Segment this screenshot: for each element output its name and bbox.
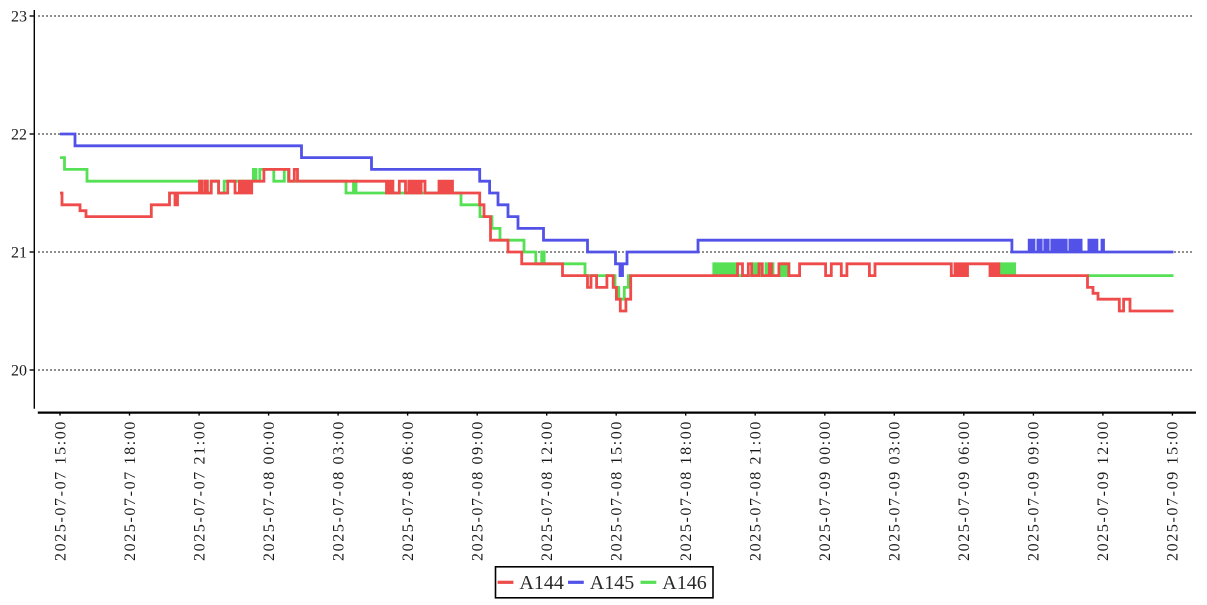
svg-text:2025-07-09 03:00: 2025-07-09 03:00 xyxy=(887,420,904,561)
svg-text:2025-07-09 06:00: 2025-07-09 06:00 xyxy=(956,420,973,561)
svg-text:2025-07-08 15:00: 2025-07-08 15:00 xyxy=(609,420,626,561)
svg-text:2025-07-09 00:00: 2025-07-09 00:00 xyxy=(817,420,834,561)
svg-text:2025-07-08 12:00: 2025-07-08 12:00 xyxy=(539,420,556,561)
svg-text:2025-07-07 15:00: 2025-07-07 15:00 xyxy=(52,420,69,561)
svg-text:2025-07-08 06:00: 2025-07-08 06:00 xyxy=(400,420,417,561)
svg-text:2025-07-09 09:00: 2025-07-09 09:00 xyxy=(1026,420,1043,561)
svg-text:23: 23 xyxy=(11,9,27,26)
svg-text:2025-07-08 18:00: 2025-07-08 18:00 xyxy=(678,420,695,561)
svg-text:2025-07-08 09:00: 2025-07-08 09:00 xyxy=(470,420,487,561)
svg-text:2025-07-08 00:00: 2025-07-08 00:00 xyxy=(261,420,278,561)
svg-text:2025-07-09 12:00: 2025-07-09 12:00 xyxy=(1095,420,1112,561)
svg-text:21: 21 xyxy=(11,245,27,262)
svg-text:2025-07-08 03:00: 2025-07-08 03:00 xyxy=(330,420,347,561)
svg-text:2025-07-09 15:00: 2025-07-09 15:00 xyxy=(1165,420,1182,561)
svg-text:A145: A145 xyxy=(590,572,634,594)
svg-text:A146: A146 xyxy=(662,572,706,594)
svg-text:2025-07-08 21:00: 2025-07-08 21:00 xyxy=(748,420,765,561)
svg-text:2025-07-07 21:00: 2025-07-07 21:00 xyxy=(191,420,208,561)
svg-text:22: 22 xyxy=(11,127,27,144)
svg-text:20: 20 xyxy=(11,363,27,380)
svg-text:A144: A144 xyxy=(519,572,563,594)
svg-text:2025-07-07 18:00: 2025-07-07 18:00 xyxy=(122,420,139,561)
